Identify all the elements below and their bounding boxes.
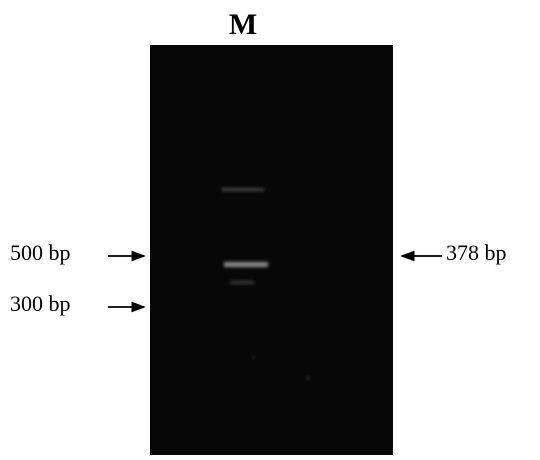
- band: [230, 281, 254, 284]
- figure: M 500 bp 300 bp 378 bp: [0, 0, 540, 455]
- marker-label: 300 bp: [10, 291, 71, 316]
- band: [224, 262, 268, 267]
- marker-label: 500 bp: [10, 240, 71, 265]
- band: [222, 188, 264, 191]
- lane-label: M: [229, 8, 257, 41]
- gel: [150, 45, 393, 455]
- page: M 500 bp 300 bp 378 bp (() => { const da…: [0, 0, 540, 455]
- speck: [253, 357, 255, 359]
- speck: [307, 377, 310, 380]
- marker-label: 378 bp: [446, 240, 507, 265]
